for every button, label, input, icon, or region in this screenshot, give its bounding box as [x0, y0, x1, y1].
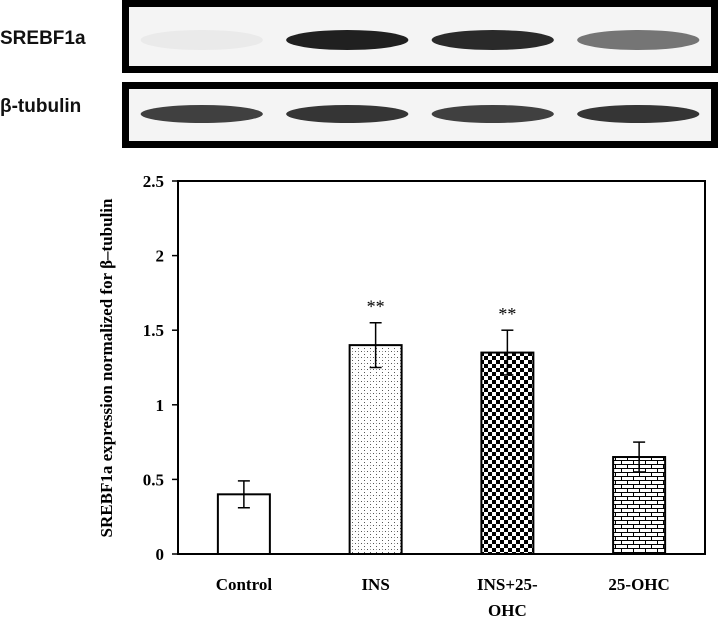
- significance-marker: **: [498, 304, 516, 324]
- y-tick-label: 2.5: [143, 172, 164, 191]
- x-tick-label: OHC: [488, 601, 527, 620]
- bar-ins-25-ohc: [480, 351, 535, 555]
- tubulin-band: [140, 105, 263, 123]
- blot-label-tubulin: β-tubulin: [0, 96, 82, 117]
- tubulin-band: [286, 105, 409, 123]
- srebf1a-band: [431, 30, 554, 50]
- tubulin-band: [577, 105, 700, 123]
- x-tick-label: INS+25-: [477, 575, 538, 594]
- x-tick-label: 25-OHC: [608, 575, 669, 594]
- bars: ** **: [216, 297, 667, 556]
- blot-tubulin-bands: [140, 105, 700, 123]
- srebf1a-band: [577, 30, 700, 50]
- srebf1a-band: [140, 30, 263, 50]
- bar-25-ohc: [612, 456, 667, 555]
- plot-area-frame: [177, 180, 706, 555]
- blot-label-srebf1a: SREBF1a: [0, 28, 86, 49]
- x-tick-label: INS: [361, 575, 389, 594]
- x-tick-label: Control: [216, 575, 273, 594]
- significance-marker: **: [367, 297, 385, 317]
- y-tick-label: 0: [156, 545, 165, 564]
- x-axis: Control INS INS+25- OHC 25-OHC: [216, 575, 670, 620]
- blot-srebf1a-bands: [140, 30, 700, 50]
- bar-ins: [348, 344, 403, 555]
- y-tick-label: 0.5: [143, 470, 164, 489]
- srebf1a-band: [286, 30, 409, 50]
- y-axis: 0 0.5 1 1.5 2 2.5: [143, 172, 178, 564]
- tubulin-band: [431, 105, 554, 123]
- bar-chart: 0 0.5 1 1.5 2 2.5 ** ** Control INS INS+25- OHC 25…: [97, 172, 706, 620]
- y-tick-label: 1.5: [143, 321, 164, 340]
- y-tick-label: 2: [156, 247, 165, 266]
- blot-srebf1a: [122, 0, 718, 73]
- y-axis-label: SREBF1a expression normalized for β–tubu…: [97, 198, 116, 537]
- blot-tubulin: [122, 82, 718, 148]
- y-tick-label: 1: [156, 396, 165, 415]
